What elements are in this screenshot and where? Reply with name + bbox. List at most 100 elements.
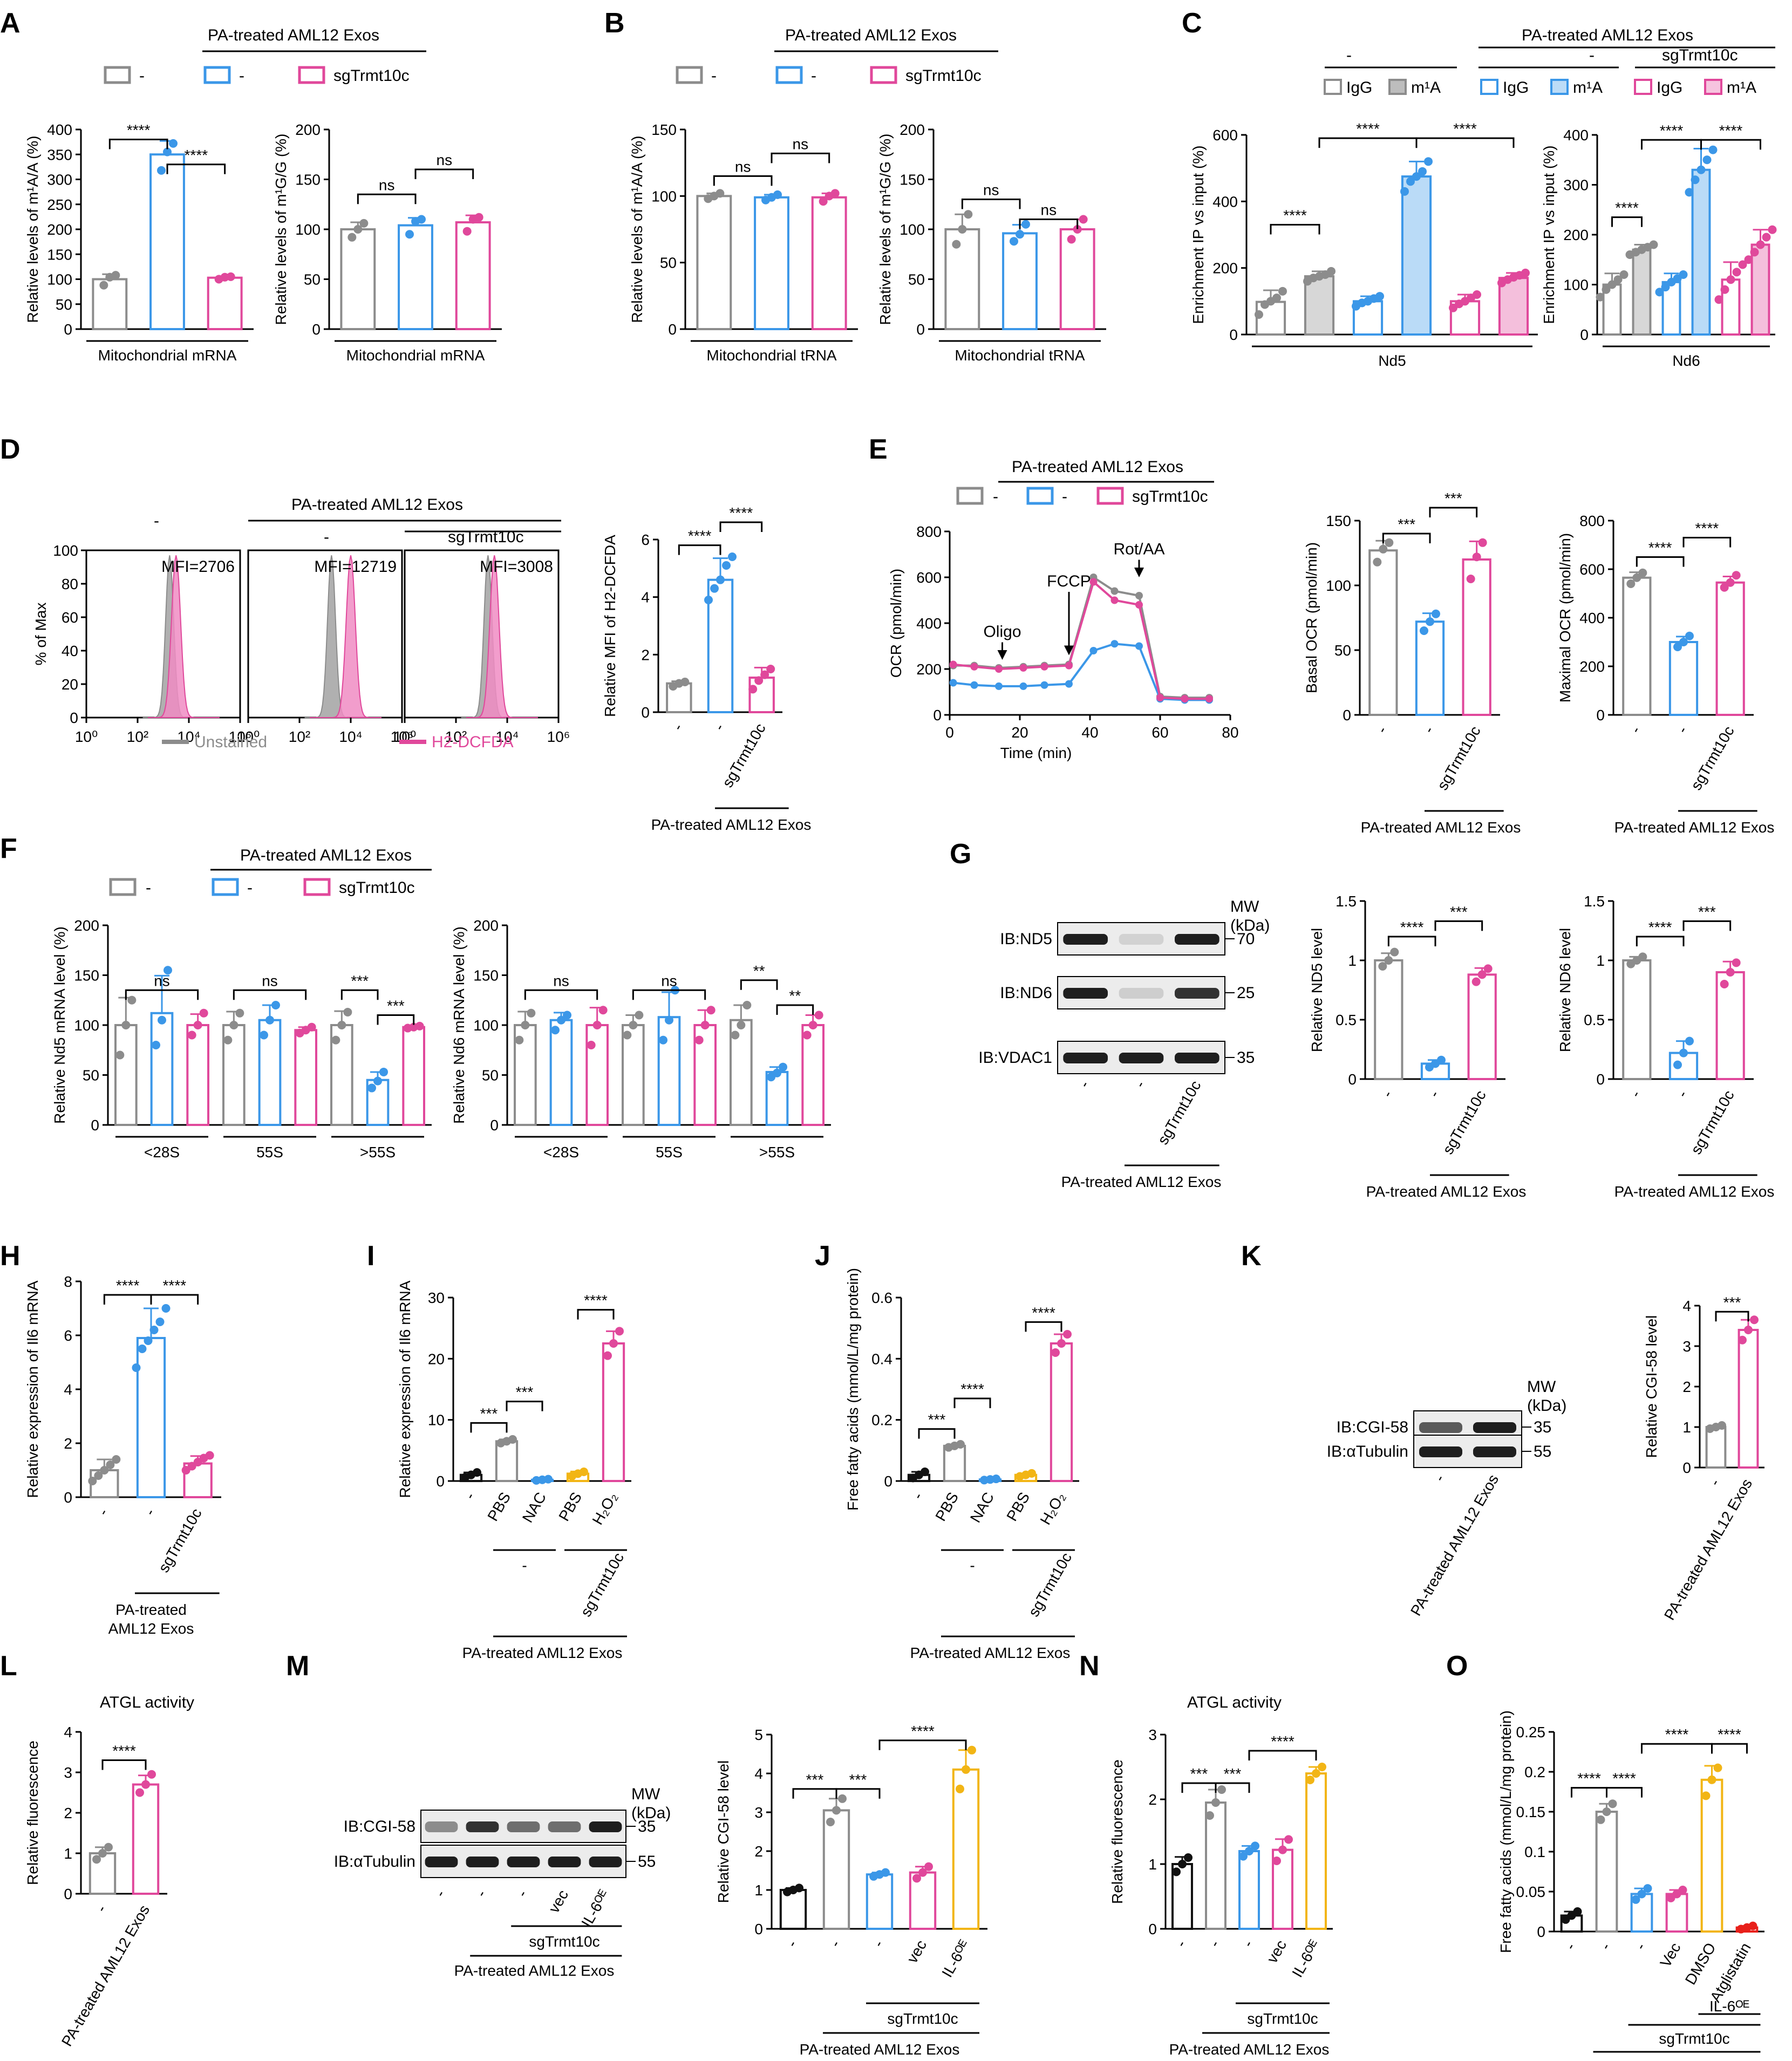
legend-a: PA-treated AML12 Exos - - sgTrmt10c <box>104 26 426 85</box>
data-point <box>731 1030 740 1040</box>
bar <box>1498 277 1529 336</box>
data-point <box>1521 268 1530 277</box>
sig-bracket <box>878 1739 967 1750</box>
y-tick-label: 150 <box>295 172 321 188</box>
data-point <box>603 1351 612 1360</box>
bar <box>1050 1342 1073 1482</box>
category-label: PBS <box>932 1490 962 1524</box>
x-tick-label: 0 <box>945 724 954 741</box>
data-point <box>527 1008 536 1018</box>
sig-bracket <box>357 193 417 204</box>
y-tick-label: 80 <box>62 576 78 592</box>
sig-bracket <box>1382 533 1431 543</box>
data-point <box>952 240 961 249</box>
data-point <box>1412 172 1421 181</box>
legend-c-minus-1: - <box>1589 46 1595 64</box>
category-caption: PA-treated AML12 Exos <box>910 1644 1071 1661</box>
data-point <box>1251 1841 1259 1851</box>
bar <box>657 1016 681 1126</box>
data-point <box>1079 215 1088 224</box>
bar <box>1705 1426 1727 1469</box>
y-tick-label: 0 <box>1537 1923 1545 1940</box>
y-tick-label: 400 <box>47 121 72 138</box>
sig-label: **** <box>1612 1770 1636 1787</box>
sig-label: **** <box>1283 207 1307 224</box>
sig-bracket <box>771 152 830 163</box>
y-tick-label: 0 <box>1229 326 1238 343</box>
data-point <box>205 1451 214 1460</box>
data-point <box>135 1788 144 1797</box>
category-label: - <box>432 1887 449 1900</box>
y-tick-label: 200 <box>47 221 72 238</box>
blot-band <box>507 1821 540 1832</box>
data-point <box>832 1806 841 1815</box>
data-point <box>353 225 363 234</box>
y-axis-label: Free fatty acids (mmol/L/mg protein) <box>844 1268 861 1511</box>
y-tick-label: 0 <box>668 321 677 338</box>
legend-c-m1a-3: m¹A <box>1727 79 1756 97</box>
sig-bracket <box>1606 1787 1643 1798</box>
y-tick-label: 0 <box>1682 1459 1691 1476</box>
bar <box>1238 1850 1260 1930</box>
data-point <box>169 139 178 148</box>
data-point <box>100 1466 109 1475</box>
category-label: - <box>870 1937 887 1950</box>
category-label: - <box>1420 724 1437 736</box>
data-point <box>405 230 414 239</box>
kda-label: (kDa) <box>1527 1397 1566 1415</box>
y-tick-label: 0.2 <box>1524 1764 1545 1780</box>
data-point <box>473 1468 481 1477</box>
blot-band <box>1473 1446 1516 1457</box>
data-point <box>115 1050 125 1060</box>
data-point <box>1471 977 1481 986</box>
y-tick-label: 0 <box>1148 1921 1157 1937</box>
y-tick-label: 300 <box>47 172 72 188</box>
data-point <box>760 670 769 679</box>
blot-band <box>589 1857 622 1867</box>
blot-k: MW(kDa) IB:CGI-58 35 IB:αTubulin 55 <box>1327 1378 1566 1468</box>
y-tick-label: 4 <box>64 1724 72 1741</box>
category-label: sgTrmt10c <box>1687 724 1737 793</box>
sig-bracket <box>1415 137 1515 148</box>
bar <box>1715 971 1745 1080</box>
data-point <box>1272 1857 1281 1865</box>
mw-marker: 70 <box>1237 930 1255 948</box>
category-label: - <box>1206 1937 1223 1950</box>
sig-label: ns <box>154 972 170 989</box>
data-point <box>92 1855 101 1864</box>
x-tick-label: 20 <box>1011 724 1028 741</box>
data-point <box>881 1868 890 1877</box>
bar <box>1401 175 1432 336</box>
y-axis-label: Relative ND5 level <box>1309 928 1325 1052</box>
category-label: - <box>514 1887 531 1900</box>
data-point <box>1057 1339 1066 1348</box>
ocr-point <box>1065 661 1073 670</box>
legend-b-label-2: - <box>811 67 816 85</box>
sig-bracket <box>1318 137 1418 148</box>
blot-row-label: IB:CGI-58 <box>1337 1418 1408 1436</box>
mw-marker: 25 <box>1237 984 1255 1002</box>
y-tick-label: 200 <box>74 917 99 934</box>
sig-bracket <box>1215 1782 1250 1793</box>
blot-band <box>548 1821 581 1832</box>
panel-letter-g: G <box>950 838 971 870</box>
data-point <box>1318 1763 1326 1771</box>
sig-label: ns <box>983 182 999 199</box>
flow-header-title: PA-treated AML12 Exos <box>291 496 463 514</box>
legend-f: PA-treated AML12 Exos - - sgTrmt10c <box>109 847 432 897</box>
x-tick-label: 10² <box>127 728 148 745</box>
group-label: >55S <box>360 1144 396 1161</box>
data-point <box>1063 1330 1072 1339</box>
sig-bracket <box>1700 139 1761 150</box>
category-label: sgTrmt10c <box>1687 1088 1737 1157</box>
blot-row-label: IB:αTubulin <box>334 1853 415 1871</box>
data-point <box>629 1021 638 1029</box>
legend-e-label-3: sgTrmt10c <box>1132 488 1208 506</box>
data-point <box>1378 962 1387 971</box>
data-point <box>508 1435 517 1444</box>
sig-bracket <box>1711 1743 1748 1754</box>
data-point <box>967 1745 976 1755</box>
